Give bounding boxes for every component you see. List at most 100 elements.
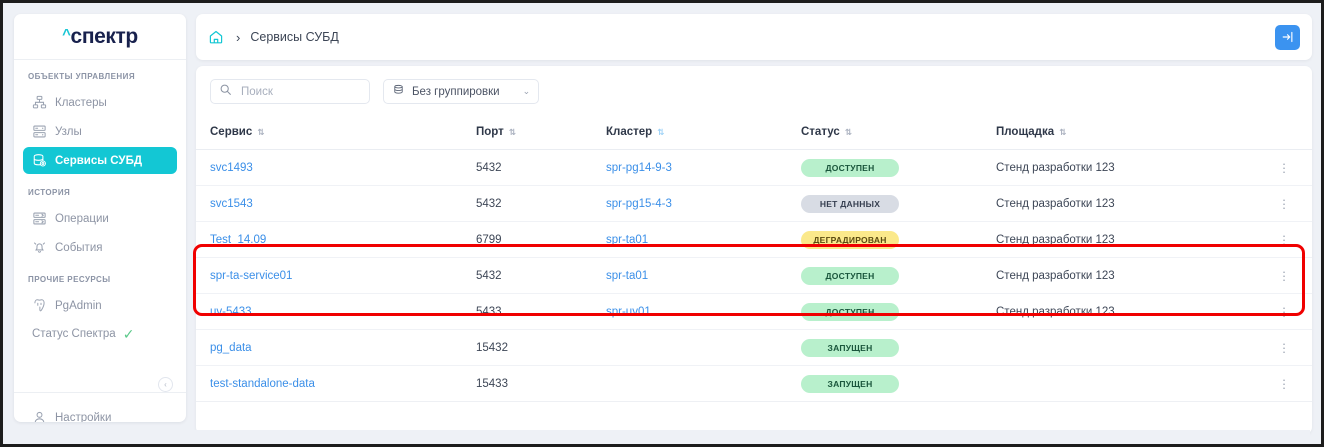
check-icon: ✓ [122,326,135,342]
column-header-actions [1256,116,1312,150]
table-row[interactable]: Test_14.09 6799 spr-ta01 ДЕГРАДИРОВАН Стенд … [196,221,1312,258]
cluster-link[interactable]: spr-ta01 [606,233,649,246]
cell-site: Стенд разработки 123 [996,257,1256,294]
cell-site [996,329,1256,366]
row-menu-button[interactable]: · · · [1281,191,1287,215]
sidebar-item-pgadmin[interactable]: PgAdmin [23,292,177,319]
column-header-cluster[interactable]: Кластер ⇅ [606,116,801,150]
logo-label: спектр [70,25,139,48]
table-row[interactable]: spr-ta-service01 5432 spr-ta01 ДОСТУПЕН Стен… [196,257,1312,294]
table-row[interactable]: svc1493 5432 spr-pg14-9-3 ДОСТУПЕН Стенд раз… [196,149,1312,186]
sidebar-item-label: Настройки [55,411,112,423]
sidebar-collapse-button[interactable]: ‹ [158,377,173,392]
site-value: Стенд разработки 123 [996,161,1115,174]
cell-status: ЗАПУЩЕН [801,329,996,366]
service-link[interactable]: pg_data [210,341,252,354]
service-link[interactable]: svc1543 [210,197,253,210]
status-badge: ДОСТУПЕН [801,266,899,285]
port-value: 5432 [476,197,502,210]
cell-cluster [606,365,801,402]
row-menu-button[interactable]: · · · [1281,299,1287,323]
cell-status: ДЕГРАДИРОВАН [801,221,996,258]
sort-icon[interactable]: ⇅ [657,127,664,137]
search-box[interactable] [210,79,370,104]
cell-status: ДОСТУПЕН [801,257,996,294]
operations-icon [32,211,47,226]
sidebar-item-operations[interactable]: Операции [23,205,177,232]
service-link[interactable]: Test_14.09 [210,233,267,246]
cell-service: svc1543 [196,185,476,222]
cluster-link[interactable]: spr-uv01 [606,305,651,318]
status-badge: НЕТ ДАННЫХ [801,194,899,213]
cell-service: svc1493 [196,149,476,186]
table-row[interactable]: uv-5433 5433 spr-uv01 ДОСТУПЕН Стенд разрабо… [196,293,1312,330]
cell-port: 5432 [476,185,606,222]
sidebar-item-db-services[interactable]: Сервисы СУБД [23,147,177,174]
port-value: 6799 [476,233,502,246]
service-link[interactable]: test-standalone-data [210,377,315,390]
cell-actions: · · · [1256,329,1312,366]
cluster-link[interactable]: spr-pg14-9-3 [606,161,672,174]
cell-site: Стенд разработки 123 [996,221,1256,258]
service-link[interactable]: uv-5433 [210,305,252,318]
row-menu-button[interactable]: · · · [1281,263,1287,287]
sort-icon[interactable]: ⇅ [844,127,852,137]
site-value: Стенд разработки 123 [996,233,1115,246]
logo-caret-icon: ^ [62,26,71,43]
sidebar-item-label: Операции [55,212,109,225]
table-row[interactable]: pg_data 15432 ЗАПУЩЕН · · · [196,329,1312,366]
column-label: Статус [801,126,840,138]
chevron-down-icon: ⌄ [522,86,531,96]
column-header-port[interactable]: Порт ⇅ [476,116,606,150]
column-header-site[interactable]: Площадка ⇅ [996,116,1256,150]
sidebar-item-label: Сервисы СУБД [55,154,143,167]
table-row[interactable]: test-standalone-data 15433 ЗАПУЩЕН · · · [196,365,1312,402]
status-badge: ЗАПУЩЕН [801,338,899,357]
sidebar-item-settings[interactable]: Настройки [23,404,177,422]
sidebar-item-nodes[interactable]: Узлы [23,118,177,145]
cell-site: Стенд разработки 123 [996,293,1256,330]
sort-icon[interactable]: ⇅ [257,127,264,137]
cluster-link[interactable]: spr-pg15-4-3 [606,197,672,210]
app-logo[interactable]: ^спектр [14,14,186,60]
row-menu-button[interactable]: · · · [1281,371,1287,395]
service-link[interactable]: spr-ta-service01 [210,269,293,282]
cell-actions: · · · [1256,257,1312,294]
login-button[interactable] [1275,24,1300,50]
cell-service: Test_14.09 [196,221,476,258]
column-header-status[interactable]: Статус ⇅ [801,116,996,150]
breadcrumb: Сервисы СУБД [250,30,339,44]
cell-status: ДОСТУПЕН [801,293,996,330]
search-icon [219,83,232,101]
sort-icon[interactable]: ⇅ [508,127,516,137]
sidebar-item-clusters[interactable]: Кластеры [23,89,177,116]
port-value: 5432 [476,161,502,174]
row-menu-button[interactable]: · · · [1281,155,1287,179]
site-value: Стенд разработки 123 [996,305,1115,318]
sidebar-item-events[interactable]: События [23,234,177,261]
cell-actions: · · · [1256,365,1312,402]
table-head: Сервис ⇅ Порт ⇅ Кластер ⇅ Статус ⇅ Площадка ⇅ [196,116,1312,150]
home-icon[interactable] [208,29,224,45]
table-row[interactable]: svc1543 5432 spr-pg15-4-3 НЕТ ДАННЫХ Стенд р… [196,185,1312,222]
breadcrumb-separator: › [236,29,241,45]
sidebar-item-spectrum-status[interactable]: Статус Спектра ✓ [23,321,177,347]
service-link[interactable]: svc1493 [210,161,253,174]
port-value: 5433 [476,305,502,318]
cell-status: ДОСТУПЕН [801,149,996,186]
cell-site: Стенд разработки 123 [996,185,1256,222]
cell-cluster: spr-ta01 [606,221,801,258]
row-menu-button[interactable]: · · · [1281,335,1287,359]
topbar: › Сервисы СУБД [196,14,1312,60]
column-header-service[interactable]: Сервис ⇅ [196,116,476,150]
row-menu-button[interactable]: · · · [1281,227,1287,251]
cell-cluster: spr-pg14-9-3 [606,149,801,186]
sort-icon[interactable]: ⇅ [1059,127,1066,137]
search-input[interactable] [239,84,361,99]
table-toolbar: Без группировки ⌄ [196,66,1312,116]
cluster-link[interactable]: spr-ta01 [606,269,649,282]
column-label: Порт [476,126,504,138]
db-services-icon [32,153,47,168]
grouping-select[interactable]: Без группировки ⌄ [383,79,540,104]
